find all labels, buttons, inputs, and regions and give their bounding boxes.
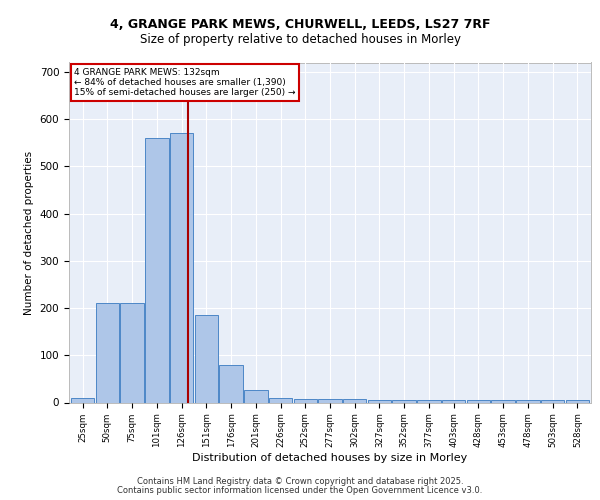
Bar bbox=[219, 364, 243, 403]
Text: 4, GRANGE PARK MEWS, CHURWELL, LEEDS, LS27 7RF: 4, GRANGE PARK MEWS, CHURWELL, LEEDS, LS… bbox=[110, 18, 490, 30]
Bar bbox=[71, 398, 94, 402]
Text: 4 GRANGE PARK MEWS: 132sqm
← 84% of detached houses are smaller (1,390)
15% of s: 4 GRANGE PARK MEWS: 132sqm ← 84% of deta… bbox=[74, 68, 296, 98]
Bar bbox=[417, 400, 441, 402]
Bar bbox=[95, 304, 119, 402]
Bar bbox=[541, 400, 565, 402]
Bar bbox=[442, 400, 466, 402]
Bar bbox=[392, 400, 416, 402]
Bar bbox=[467, 400, 490, 402]
Y-axis label: Number of detached properties: Number of detached properties bbox=[24, 150, 34, 314]
Bar bbox=[566, 400, 589, 402]
Bar bbox=[293, 399, 317, 402]
Bar bbox=[170, 134, 193, 402]
Text: Contains HM Land Registry data © Crown copyright and database right 2025.: Contains HM Land Registry data © Crown c… bbox=[137, 477, 463, 486]
Bar bbox=[491, 400, 515, 402]
Bar bbox=[244, 390, 268, 402]
Text: Size of property relative to detached houses in Morley: Size of property relative to detached ho… bbox=[139, 32, 461, 46]
Bar bbox=[145, 138, 169, 402]
Bar bbox=[194, 315, 218, 402]
Bar bbox=[269, 398, 292, 402]
Bar bbox=[343, 399, 367, 402]
Bar bbox=[516, 400, 539, 402]
Bar bbox=[318, 399, 342, 402]
X-axis label: Distribution of detached houses by size in Morley: Distribution of detached houses by size … bbox=[193, 452, 467, 462]
Bar bbox=[121, 304, 144, 402]
Bar bbox=[368, 400, 391, 402]
Text: Contains public sector information licensed under the Open Government Licence v3: Contains public sector information licen… bbox=[118, 486, 482, 495]
